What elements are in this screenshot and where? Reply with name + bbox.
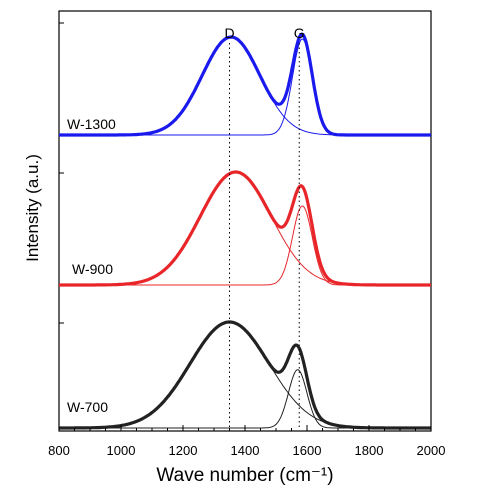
w-900-d-band — [59, 171, 431, 286]
x-tick-label: 800 — [48, 443, 70, 458]
w-700-d-band — [59, 321, 431, 429]
x-tick-label: 1200 — [169, 443, 198, 458]
x-tick-label: 1800 — [355, 443, 384, 458]
x-tick-label: 1400 — [231, 443, 260, 458]
x-tick-label: 1600 — [293, 443, 322, 458]
w-700-fit-line — [58, 320, 432, 430]
peak-d-label: D — [224, 25, 234, 41]
chart-marks: W-700 W-900 W-1300 D G — [58, 25, 432, 430]
x-tick-label: 2000 — [417, 443, 446, 458]
x-axis-ticks: 800 1000 1200 1400 1600 1800 2000 — [48, 22, 446, 458]
w-1300-label: W-1300 — [67, 116, 116, 132]
peak-g-label: G — [294, 25, 305, 41]
x-tick-label: 1000 — [107, 443, 136, 458]
w-900-label: W-900 — [72, 261, 113, 277]
x-axis-title: Wave number (cm⁻¹) — [156, 465, 333, 486]
w-700-g-band — [59, 369, 431, 429]
w-700-label: W-700 — [67, 399, 108, 415]
y-axis-title: Intensity (a.u.) — [23, 154, 42, 262]
plot-frame — [58, 10, 432, 432]
w-900-g-band — [59, 205, 431, 286]
w-1300-fit-line — [58, 32, 432, 137]
w-900-fit-line — [58, 170, 432, 287]
